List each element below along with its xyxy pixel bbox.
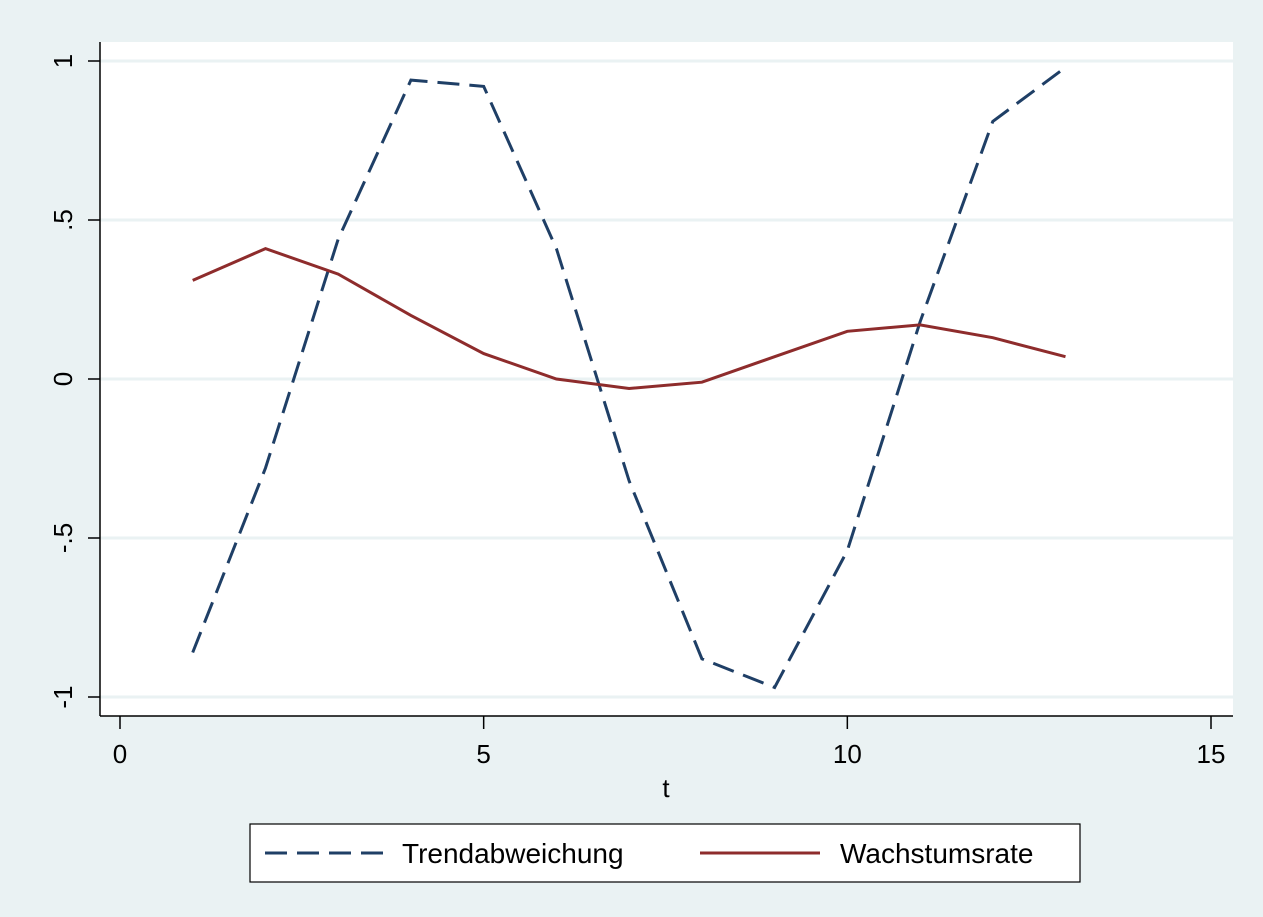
x-tick-label: 10: [833, 739, 862, 769]
legend-box: [249, 823, 1081, 883]
y-tick-label: -1: [48, 685, 78, 708]
x-tick-label: 0: [113, 739, 127, 769]
y-tick-label: 1: [48, 54, 78, 68]
grid-lines: [100, 59, 1233, 699]
y-tick-label: -.5: [48, 523, 78, 553]
legend-label-trendabweichung: Trendabweichung: [402, 838, 624, 869]
y-tick-label: 0: [48, 372, 78, 386]
x-axis-title: t: [662, 773, 670, 803]
series-line-trendabweichung: [191, 66, 1067, 690]
legend-label-wachstumsrate: Wachstumsrate: [840, 838, 1033, 869]
legend: Trendabweichung Wachstumsrate: [249, 823, 1081, 883]
series-line-wachstumsrate: [192, 246, 1066, 391]
y-tick-label: .5: [48, 209, 78, 231]
series: [191, 66, 1067, 690]
x-tick-label: 15: [1197, 739, 1226, 769]
x-tick-label: 5: [476, 739, 490, 769]
ticks: -1-.50.510 5 10 15: [48, 54, 1225, 769]
